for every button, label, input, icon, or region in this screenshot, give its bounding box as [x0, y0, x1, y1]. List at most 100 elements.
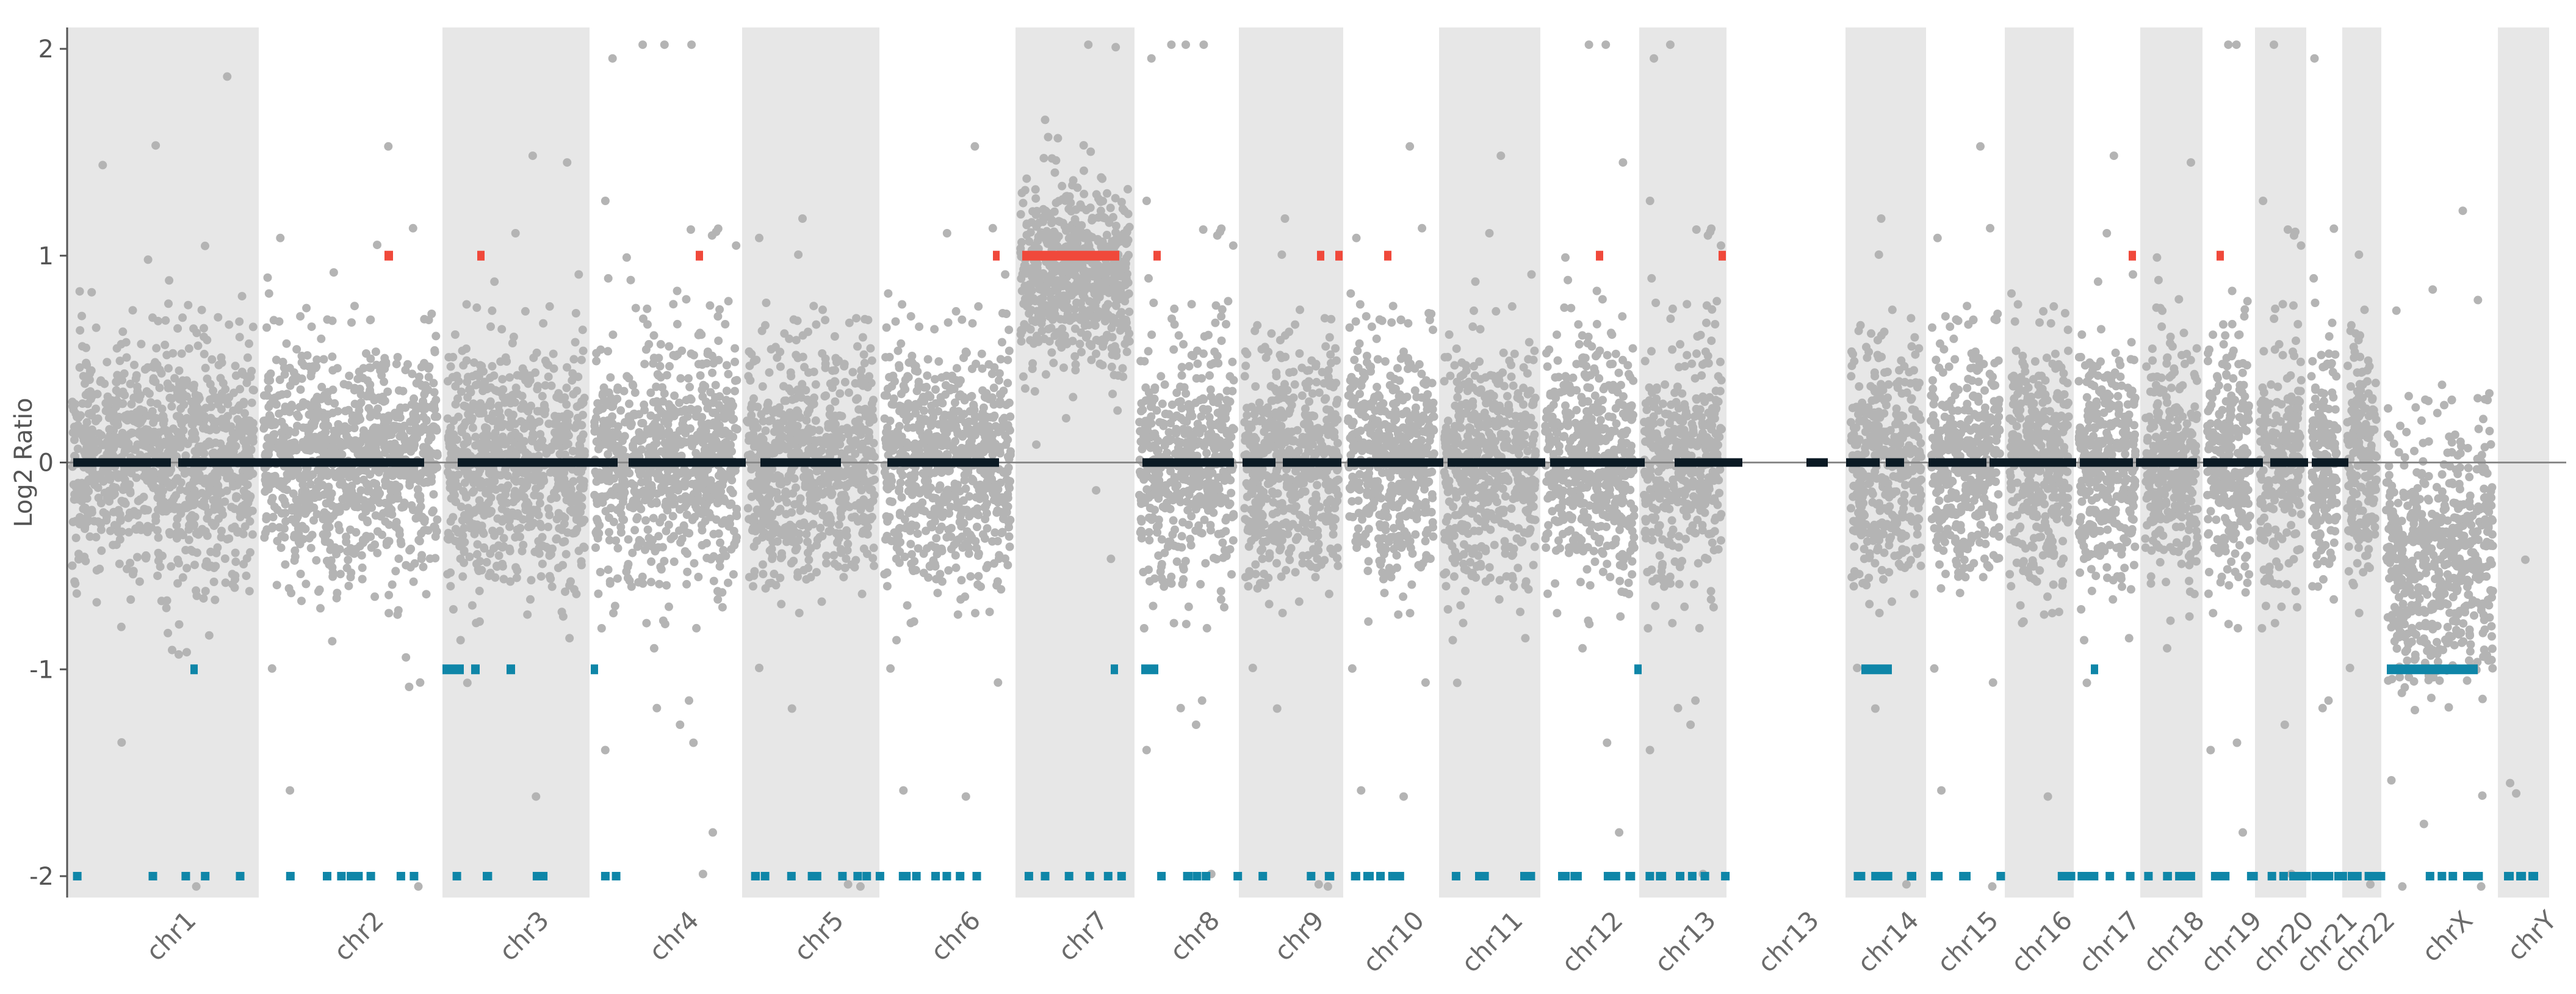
probe-point	[898, 471, 907, 480]
probe-point	[474, 401, 483, 410]
probe-point	[923, 371, 932, 380]
probe-point	[104, 445, 114, 454]
probe-point	[178, 313, 187, 322]
probe-point	[174, 650, 183, 659]
probe-point	[554, 426, 563, 435]
probe-point	[572, 589, 581, 598]
probe-point	[761, 584, 770, 593]
probe-point	[128, 429, 137, 438]
probe-point	[561, 587, 569, 597]
probe-point	[73, 444, 82, 454]
probe-point	[571, 309, 580, 317]
probe-point	[815, 426, 824, 435]
probe-point	[178, 531, 187, 540]
probe-point	[239, 560, 248, 568]
probe-point	[694, 466, 703, 475]
probe-point	[217, 533, 226, 542]
probe-point	[168, 479, 177, 488]
probe-point	[980, 534, 989, 543]
probe-point	[384, 537, 394, 546]
probe-point	[894, 531, 903, 540]
probe-point	[292, 372, 301, 382]
probe-point	[120, 466, 129, 475]
probe-point	[678, 419, 687, 429]
probe-point	[856, 882, 865, 891]
probe-point	[882, 582, 892, 591]
probe-point	[149, 418, 158, 427]
probe-point	[605, 528, 613, 537]
probe-point	[669, 431, 679, 440]
probe-point	[314, 406, 323, 415]
probe-point	[815, 466, 824, 474]
probe-point	[895, 361, 904, 370]
probe-point	[151, 141, 161, 150]
probe-point	[988, 537, 997, 546]
probe-point	[225, 393, 234, 402]
probe-point	[956, 595, 965, 604]
probe-point	[309, 421, 319, 430]
probe-point	[923, 444, 932, 454]
probe-point	[112, 344, 121, 353]
probe-point	[82, 429, 91, 438]
probe-point	[1001, 270, 1010, 279]
probe-point	[767, 345, 776, 354]
probe-point	[788, 489, 798, 498]
probe-point	[989, 489, 998, 498]
probe-point	[951, 551, 960, 560]
probe-point	[690, 559, 699, 568]
probe-point	[705, 301, 715, 310]
probe-point	[414, 508, 423, 517]
probe-point	[234, 405, 244, 415]
probe-point	[887, 537, 896, 546]
probe-point	[290, 556, 299, 565]
probe-point	[319, 355, 328, 364]
probe-point	[625, 399, 633, 408]
probe-point	[201, 241, 209, 250]
probe-point	[777, 552, 787, 561]
probe-point	[592, 349, 601, 358]
probe-point	[954, 379, 963, 388]
probe-point	[716, 538, 724, 547]
probe-point	[592, 437, 601, 446]
probe-point	[272, 581, 281, 590]
probe-point	[431, 532, 440, 541]
probe-point	[635, 428, 644, 437]
probe-point	[494, 551, 503, 560]
probe-point	[933, 437, 942, 446]
probe-point	[834, 520, 843, 529]
probe-point	[112, 386, 121, 395]
probe-point	[942, 428, 951, 437]
probe-point	[192, 882, 201, 891]
probe-point	[330, 399, 339, 408]
probe-point	[563, 409, 572, 418]
probe-point	[638, 579, 648, 588]
probe-point	[702, 553, 712, 562]
probe-point	[332, 432, 341, 441]
probe-point	[114, 528, 123, 537]
probe-point	[687, 225, 695, 234]
probe-point	[480, 543, 489, 552]
probe-point	[422, 590, 431, 599]
probe-point	[333, 364, 342, 373]
probe-point	[157, 369, 166, 378]
probe-point	[596, 568, 605, 576]
probe-point	[958, 315, 967, 324]
probe-point	[716, 553, 726, 562]
probe-point	[676, 374, 685, 383]
probe-point	[229, 433, 239, 442]
probe-point	[670, 391, 679, 401]
probe-point	[977, 349, 986, 358]
probe-point	[970, 142, 980, 151]
probe-point	[727, 397, 736, 406]
probe-point	[922, 526, 931, 535]
probe-point	[988, 223, 997, 233]
probe-point	[999, 386, 1008, 396]
probe-point	[370, 592, 380, 601]
probe-point	[676, 505, 684, 513]
probe-point	[280, 363, 289, 372]
probe-point	[665, 602, 673, 611]
probe-point	[722, 386, 731, 396]
probe-point	[264, 289, 273, 298]
probe-point	[433, 412, 442, 421]
probe-point	[870, 561, 879, 570]
